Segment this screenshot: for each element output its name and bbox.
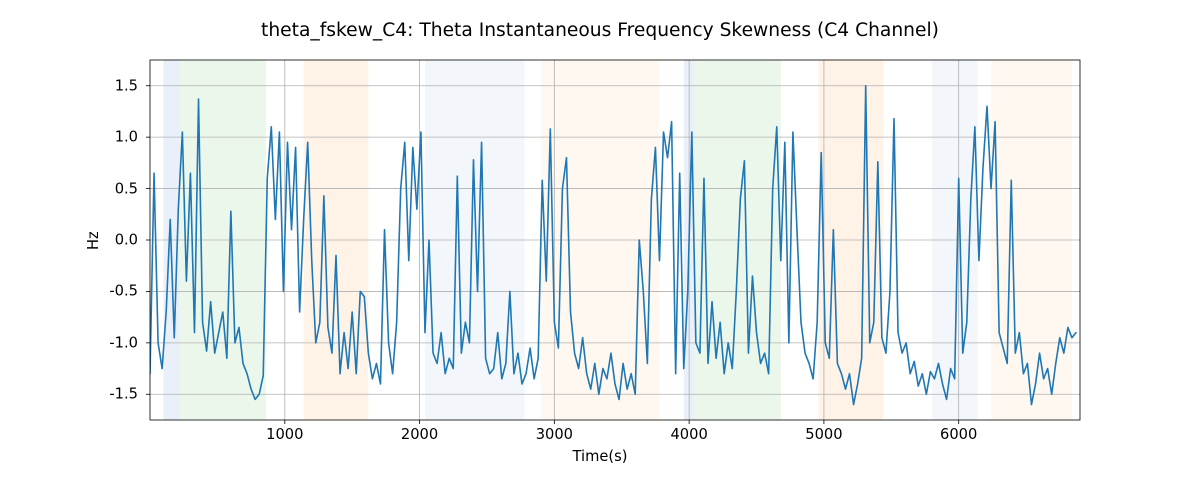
chart-title: theta_fskew_C4: Theta Instantaneous Freq… xyxy=(0,20,1200,41)
figure: theta_fskew_C4: Theta Instantaneous Freq… xyxy=(0,0,1200,500)
x-tick-label: 4000 xyxy=(670,426,707,443)
y-tick-label: -1.5 xyxy=(98,386,138,403)
x-axis-label: Time(s) xyxy=(0,448,1200,465)
x-tick-label: 1000 xyxy=(266,426,303,443)
plot-svg xyxy=(150,60,1080,420)
y-tick-label: 0.0 xyxy=(98,232,138,249)
x-tick-label: 6000 xyxy=(940,426,977,443)
y-tick-label: -0.5 xyxy=(98,283,138,300)
x-tick-label: 2000 xyxy=(401,426,438,443)
x-tick-label: 5000 xyxy=(805,426,842,443)
y-tick-label: -1.0 xyxy=(98,334,138,351)
x-tick-label: 3000 xyxy=(536,426,573,443)
y-tick-label: 1.0 xyxy=(98,129,138,146)
y-tick-label: 1.5 xyxy=(98,77,138,94)
y-tick-label: 0.5 xyxy=(98,180,138,197)
plot-area xyxy=(150,60,1080,420)
